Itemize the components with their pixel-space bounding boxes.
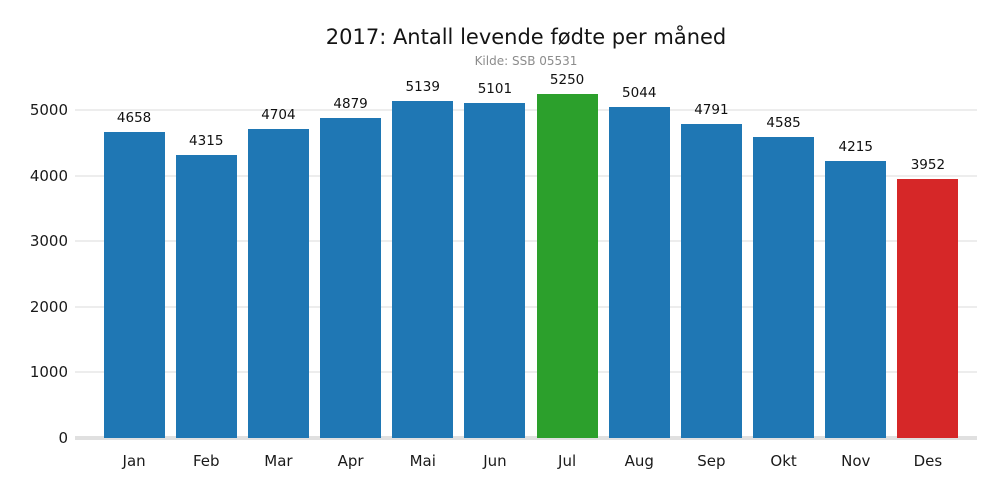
x-tick-label: Aug (624, 452, 654, 470)
x-tick-label: Jan (122, 452, 146, 470)
bar-value-label: 3952 (910, 156, 946, 173)
gridline (75, 240, 977, 243)
x-tick-label: Apr (337, 452, 364, 470)
x-tick-label: Mai (409, 452, 436, 470)
bar-sep (680, 123, 742, 438)
x-tick-label: Feb (192, 452, 220, 470)
y-tick-label: 5000 (29, 101, 68, 119)
bar-value-label: 4215 (838, 139, 873, 156)
x-tick-label: Nov (841, 452, 871, 470)
chart-title: 2017: Antall levende fødte per måned (325, 25, 727, 49)
bar-value-label: 4791 (694, 101, 729, 118)
bar-value-label: 4315 (189, 132, 224, 149)
bar-jun (464, 103, 526, 438)
bar-jan (103, 132, 165, 438)
bar-mar (247, 129, 309, 438)
y-tick-label: 0 (58, 429, 68, 447)
bar-value-label: 4658 (116, 110, 152, 127)
bar-value-label: 4585 (766, 115, 801, 132)
y-tick-label: 1000 (29, 363, 68, 382)
bar-value-label: 5250 (549, 71, 585, 88)
x-tick-label: Sep (697, 452, 726, 470)
x-axis-line (75, 436, 977, 440)
x-tick-label: Jun (483, 452, 507, 470)
gridline (75, 305, 977, 308)
bar-value-label: 4879 (333, 95, 368, 112)
gridline (75, 371, 977, 374)
bar-jul (536, 93, 598, 438)
bar-feb (175, 154, 237, 438)
y-tick-label: 2000 (29, 297, 68, 316)
bar-apr (320, 117, 382, 438)
gridline (75, 109, 977, 111)
x-tick-label: Mar (264, 452, 293, 470)
x-tick-label: Des (913, 452, 943, 470)
bar-mai (392, 100, 454, 438)
bar-okt (753, 137, 815, 438)
bar-value-label: 4704 (261, 107, 296, 124)
bar-value-label: 5139 (405, 78, 440, 95)
bar-nov (825, 161, 887, 438)
bar-des (897, 178, 959, 438)
x-tick-label: Okt (770, 452, 797, 470)
bar-value-label: 5044 (622, 85, 657, 102)
x-tick-label: Jul (558, 452, 577, 470)
gridline (75, 174, 977, 177)
y-tick-label: 3000 (29, 232, 68, 251)
bar-aug (608, 107, 670, 438)
chart-subtitle: Kilde: SSB 05531 (474, 54, 578, 68)
y-tick-label: 4000 (29, 166, 68, 185)
bar-value-label: 5101 (477, 81, 513, 98)
